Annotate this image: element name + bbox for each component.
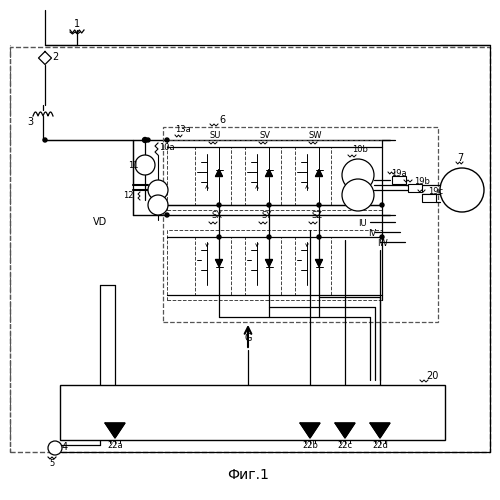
Text: 4: 4 — [62, 442, 68, 452]
Text: G: G — [244, 333, 252, 343]
Circle shape — [267, 235, 271, 239]
Circle shape — [217, 235, 221, 239]
Bar — [167, 230, 382, 300]
Polygon shape — [370, 423, 390, 438]
Text: 10a: 10a — [159, 142, 175, 152]
Bar — [195, 237, 231, 295]
Circle shape — [380, 203, 384, 207]
Circle shape — [165, 138, 169, 142]
Bar — [392, 176, 406, 184]
Circle shape — [43, 138, 47, 142]
Bar — [245, 237, 281, 295]
Circle shape — [148, 180, 168, 200]
Bar — [60, 385, 445, 440]
Text: 6: 6 — [219, 115, 225, 125]
Polygon shape — [105, 423, 125, 438]
Text: 22c: 22c — [338, 442, 352, 450]
Text: 22a: 22a — [107, 442, 123, 450]
Text: 3: 3 — [27, 117, 33, 127]
Bar — [167, 140, 382, 210]
Text: 19a: 19a — [391, 170, 407, 178]
Text: 5: 5 — [50, 458, 54, 468]
Polygon shape — [300, 423, 320, 438]
Text: 11: 11 — [128, 160, 138, 170]
Circle shape — [148, 195, 168, 215]
Polygon shape — [335, 423, 355, 438]
Circle shape — [267, 203, 271, 207]
Circle shape — [142, 138, 148, 142]
Bar — [422, 194, 436, 202]
Text: 22b: 22b — [302, 442, 318, 450]
Text: VD: VD — [93, 217, 107, 227]
Bar — [245, 147, 281, 205]
Bar — [10, 47, 490, 452]
Circle shape — [165, 213, 169, 217]
Text: 10b: 10b — [352, 146, 368, 154]
Text: Фиг.1: Фиг.1 — [227, 468, 269, 482]
Polygon shape — [316, 260, 322, 266]
Text: SX: SX — [212, 212, 222, 220]
Text: 20: 20 — [426, 371, 438, 381]
Text: SU: SU — [210, 130, 220, 140]
Bar — [408, 184, 422, 192]
Bar — [195, 147, 231, 205]
Circle shape — [146, 138, 150, 142]
Polygon shape — [266, 260, 272, 266]
Bar — [295, 237, 331, 295]
Circle shape — [342, 179, 374, 211]
Text: SW: SW — [308, 130, 322, 140]
Bar — [295, 147, 331, 205]
Text: 2: 2 — [52, 52, 58, 62]
Circle shape — [48, 441, 62, 455]
Text: 19b: 19b — [414, 178, 430, 186]
Polygon shape — [266, 170, 272, 176]
Text: IV: IV — [368, 228, 376, 237]
Text: 13a: 13a — [175, 126, 191, 134]
Text: 1: 1 — [74, 19, 80, 29]
Polygon shape — [316, 170, 322, 176]
Circle shape — [440, 168, 484, 212]
Text: IW: IW — [376, 238, 388, 248]
Text: 7: 7 — [457, 153, 463, 163]
Circle shape — [317, 203, 321, 207]
Circle shape — [135, 155, 155, 175]
Circle shape — [342, 159, 374, 191]
Circle shape — [380, 235, 384, 239]
Polygon shape — [216, 170, 222, 176]
Text: SY: SY — [262, 212, 272, 220]
Circle shape — [317, 235, 321, 239]
Bar — [163, 127, 438, 322]
Text: 22d: 22d — [372, 442, 388, 450]
Circle shape — [217, 203, 221, 207]
Text: SV: SV — [260, 130, 270, 140]
Text: 12: 12 — [123, 190, 133, 200]
Text: IU: IU — [358, 218, 366, 228]
Polygon shape — [216, 260, 222, 266]
Text: SZ: SZ — [312, 212, 322, 220]
Text: 19c: 19c — [428, 188, 444, 196]
